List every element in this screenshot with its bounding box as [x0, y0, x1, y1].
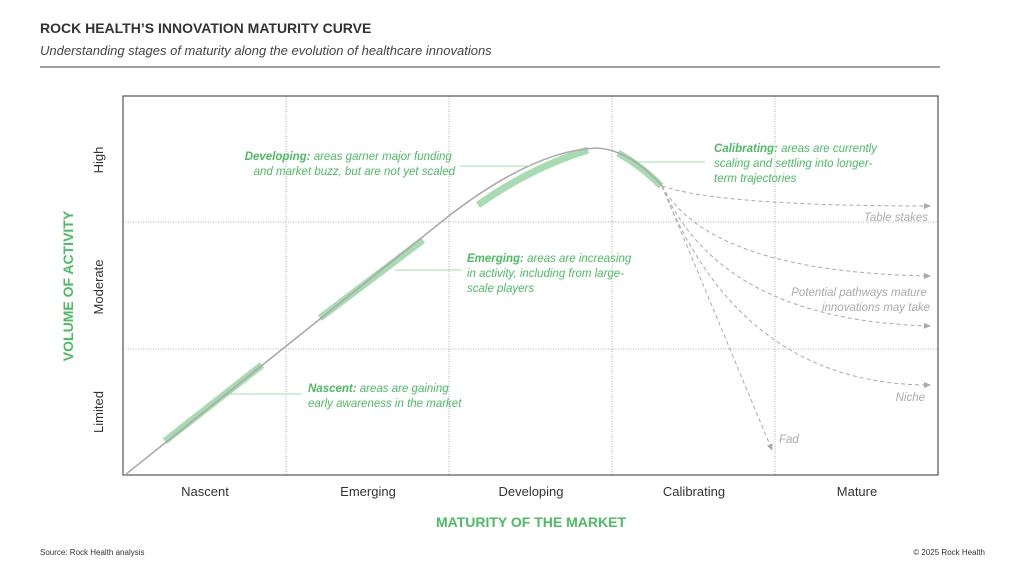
- page-title: ROCK HEALTH’S INNOVATION MATURITY CURVE: [40, 20, 371, 36]
- x-tick-calibrating: Calibrating: [663, 484, 725, 499]
- y-tick-limited: Limited: [91, 391, 106, 433]
- pathway-potential-label: Potential pathways mature innovations ma…: [791, 287, 930, 314]
- pathway-table-stakes: Table stakes: [864, 212, 928, 224]
- pathway-fad: Fad: [779, 434, 799, 446]
- y-tick-high: High: [91, 147, 106, 174]
- annotation-nascent: Nascent: areas are gaining early awarene…: [308, 383, 462, 410]
- x-tick-labels: Nascent Emerging Developing Calibrating …: [181, 484, 877, 499]
- x-tick-nascent: Nascent: [181, 484, 229, 499]
- x-axis-title: MATURITY OF THE MARKET: [436, 514, 626, 530]
- plot-frame: [122, 95, 939, 476]
- y-axis-title: VOLUME OF ACTIVITY: [60, 210, 76, 361]
- page-subtitle: Understanding stages of maturity along t…: [40, 43, 492, 58]
- pathway-arrows: [661, 185, 931, 451]
- x-tick-developing: Developing: [498, 484, 563, 499]
- maturity-curve: [124, 147, 663, 476]
- x-tick-mature: Mature: [837, 484, 877, 499]
- annotation-developing: Developing: areas garner major funding a…: [245, 151, 456, 178]
- source-note: Source: Rock Health analysis: [40, 548, 145, 557]
- highlight-segments: [162, 146, 664, 444]
- grid: [123, 96, 938, 475]
- x-tick-emerging: Emerging: [340, 484, 396, 499]
- copyright: © 2025 Rock Health: [913, 548, 985, 557]
- leader-lines: [230, 161, 705, 395]
- y-tick-labels: Limited Moderate High: [91, 147, 106, 433]
- pathway-niche: Niche: [896, 392, 925, 404]
- y-tick-moderate: Moderate: [91, 260, 106, 315]
- annotation-emerging: Emerging: areas are increasing in activi…: [467, 253, 634, 295]
- annotation-calibrating: Calibrating: areas are currently scaling…: [714, 143, 880, 185]
